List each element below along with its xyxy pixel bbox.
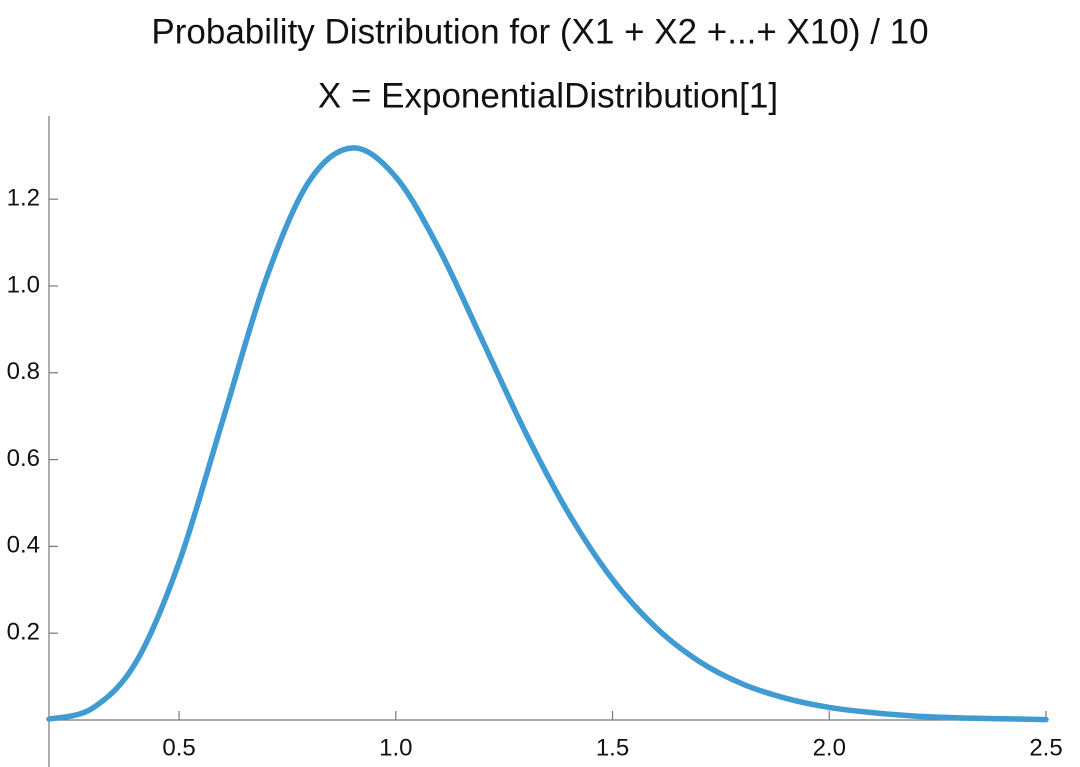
chart-title: Probability Distribution for (X1 + X2 +.…: [151, 12, 928, 51]
y-tick-label: 1.0: [7, 271, 40, 298]
x-tick-label: 2.5: [1029, 734, 1062, 761]
y-tick-label: 0.6: [7, 445, 40, 472]
data-line: [46, 145, 1049, 723]
x-tick-label: 1.0: [379, 734, 412, 761]
x-tick-label: 2.0: [813, 734, 846, 761]
chart-subtitle: X = ExponentialDistribution[1]: [318, 76, 778, 115]
x-tick-label: 0.5: [162, 734, 195, 761]
y-tick-label: 0.8: [7, 358, 40, 385]
x-tick-label: 1.5: [596, 734, 629, 761]
y-tick-label: 0.4: [7, 532, 40, 559]
y-tick-label: 0.2: [7, 619, 40, 646]
y-tick-label: 1.2: [7, 185, 40, 212]
